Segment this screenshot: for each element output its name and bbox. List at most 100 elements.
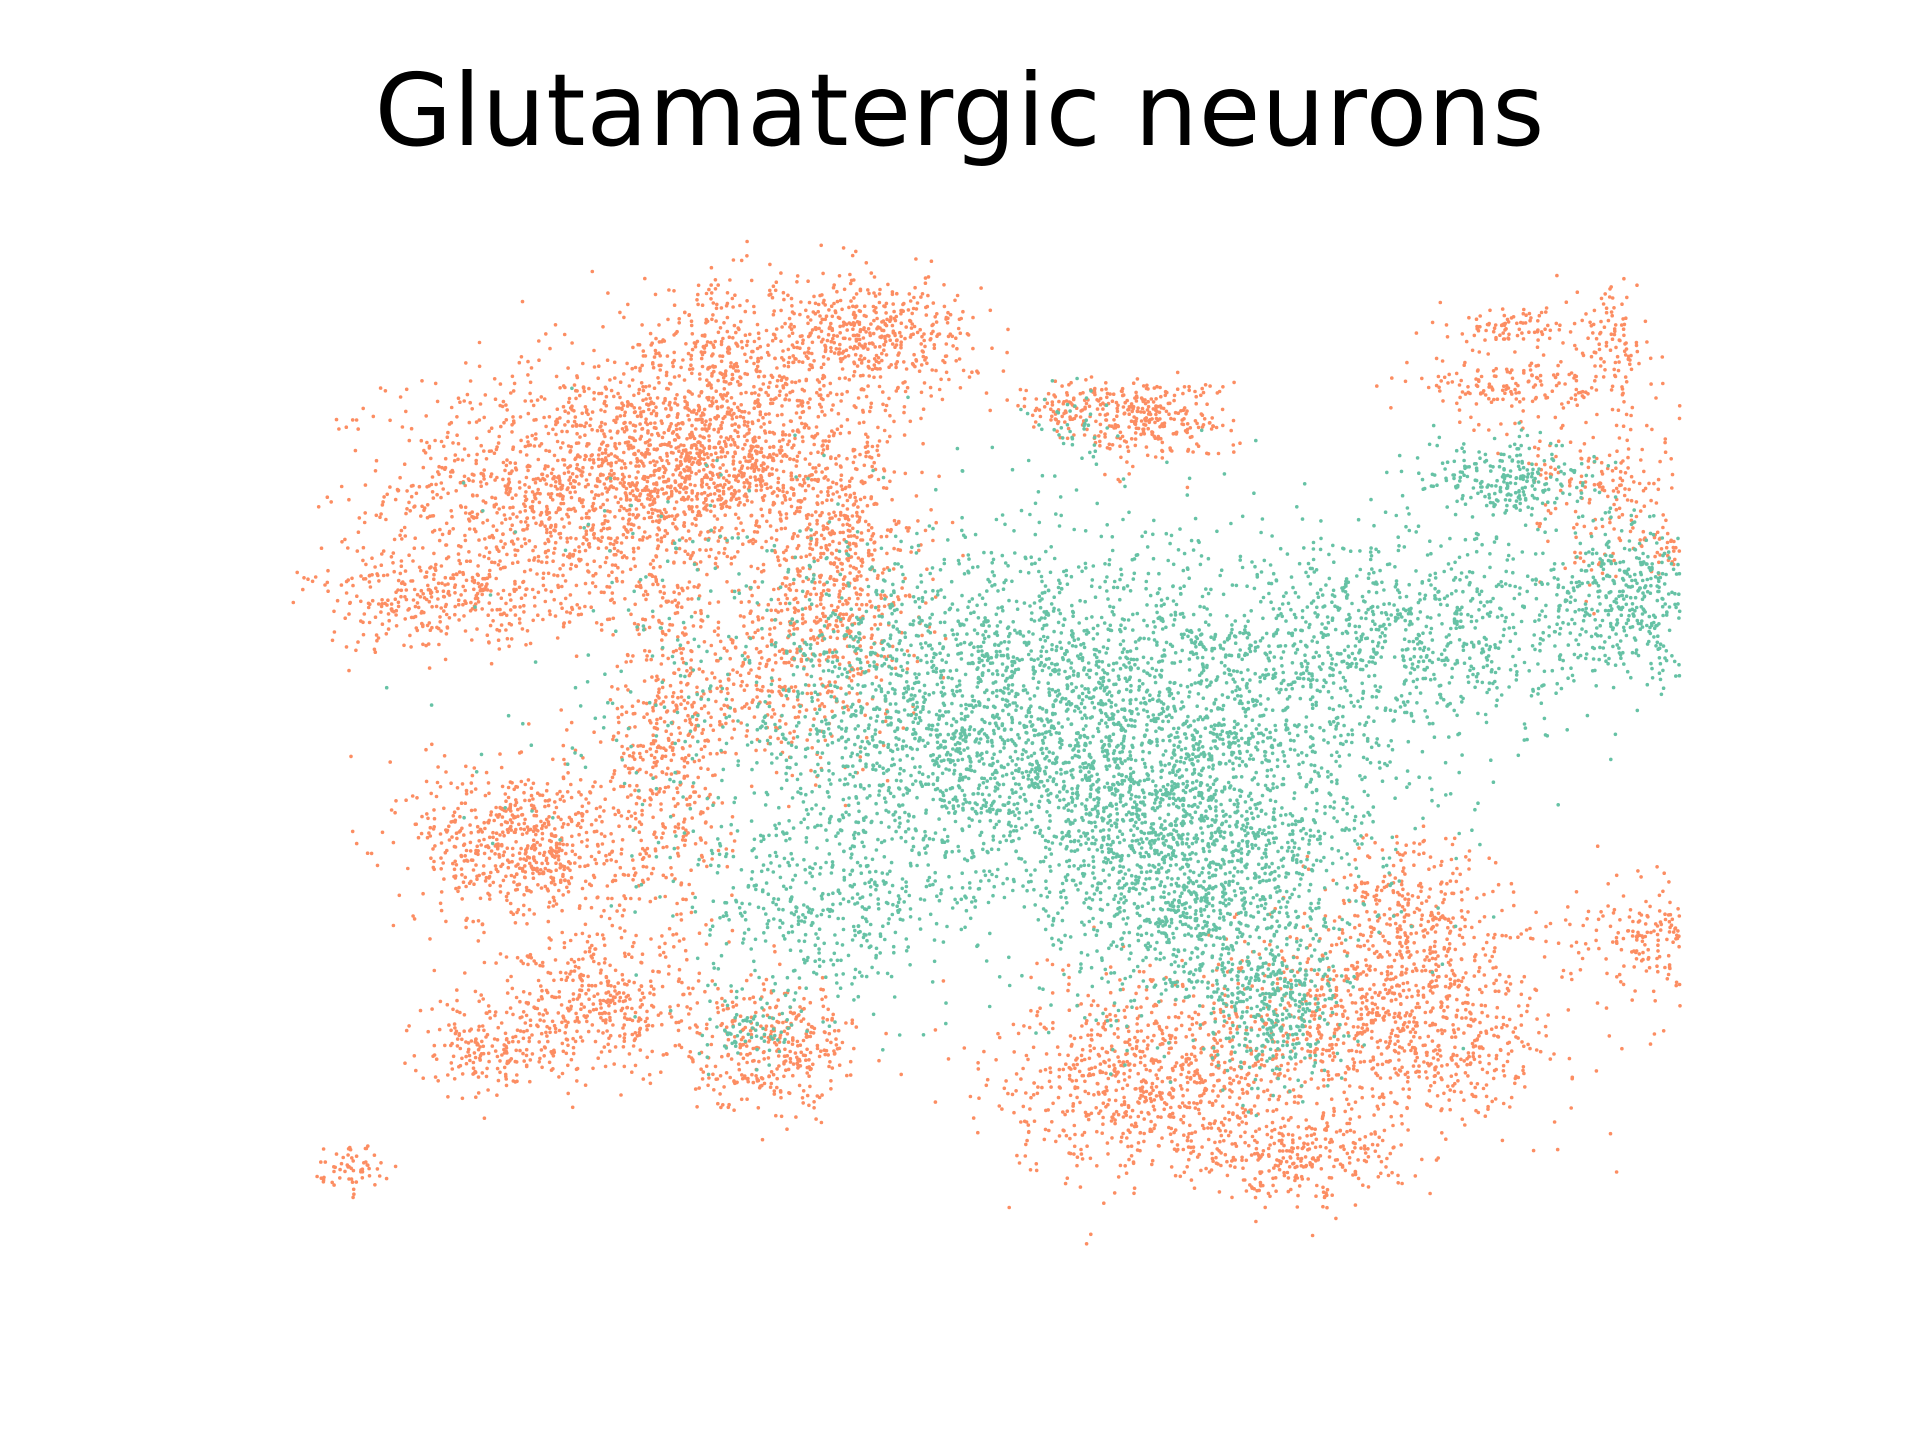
scatter-point — [672, 506, 677, 511]
scatter-point — [343, 537, 347, 542]
scatter-point — [508, 527, 513, 532]
scatter-point — [619, 541, 624, 545]
scatter-point — [796, 404, 800, 408]
scatter-point — [512, 589, 517, 593]
scatter-point — [662, 431, 666, 435]
scatter-point — [569, 495, 574, 500]
scatter-point — [495, 475, 499, 480]
scatter-point — [893, 345, 897, 350]
scatter-point — [835, 490, 839, 494]
scatter-point — [498, 884, 503, 888]
scatter-point — [535, 840, 539, 845]
scatter-point — [676, 826, 681, 830]
scatter-point — [792, 324, 796, 329]
scatter-point — [837, 347, 842, 351]
scatter-point — [883, 339, 888, 344]
scatter-point — [727, 486, 731, 491]
scatter-point — [820, 444, 824, 448]
scatter-point — [601, 502, 605, 507]
scatter-point — [851, 374, 856, 378]
scatter-point — [558, 478, 562, 483]
scatter-point — [731, 305, 735, 309]
scatter-point — [868, 455, 872, 459]
scatter-point — [812, 359, 816, 363]
scatter-point — [301, 587, 305, 592]
scatter-point — [561, 563, 565, 567]
scatter-point — [409, 645, 413, 649]
scatter-point — [830, 326, 834, 331]
scatter-point — [863, 445, 868, 450]
scatter-point — [721, 463, 725, 467]
scatter-point — [713, 773, 717, 777]
scatter-point — [735, 364, 740, 369]
scatter-point — [819, 490, 823, 494]
scatter-point — [779, 271, 783, 275]
scatter-point — [602, 908, 606, 913]
scatter-point — [613, 441, 617, 446]
scatter-point — [615, 540, 619, 545]
scatter-point — [516, 537, 520, 541]
scatter-point — [487, 550, 492, 555]
scatter-point — [946, 310, 950, 315]
scatter-point — [603, 797, 607, 801]
scatter-point — [534, 832, 538, 837]
scatter-point — [561, 842, 565, 847]
scatter-point — [682, 395, 687, 400]
scatter-point — [659, 363, 663, 368]
scatter-point — [797, 509, 802, 514]
scatter-point — [689, 910, 694, 915]
scatter-point — [565, 728, 569, 732]
scatter-point — [758, 478, 762, 482]
scatter-point — [810, 340, 815, 345]
scatter-point — [434, 604, 439, 609]
scatter-point — [817, 393, 821, 398]
scatter-point — [587, 386, 591, 391]
scatter-point — [717, 551, 721, 555]
scatter-point — [874, 675, 879, 679]
scatter-point — [759, 446, 764, 451]
scatter-point — [832, 301, 836, 306]
scatter-point — [810, 513, 814, 518]
scatter-point — [636, 513, 641, 517]
scatter-point — [620, 555, 625, 560]
scatter-point — [599, 428, 604, 433]
scatter-point — [821, 614, 826, 619]
scatter-point — [456, 598, 461, 602]
scatter-point — [482, 820, 487, 825]
scatter-point — [590, 490, 594, 494]
scatter-point — [556, 854, 561, 858]
scatter-point — [366, 605, 371, 610]
scatter-point — [947, 377, 951, 382]
scatter-point — [713, 526, 717, 530]
scatter-point — [611, 542, 616, 547]
scatter-point — [581, 361, 585, 366]
scatter-point — [536, 487, 540, 492]
scatter-point — [757, 393, 761, 397]
scatter-point — [770, 472, 774, 477]
scatter-point — [619, 814, 624, 818]
scatter-point — [711, 458, 715, 463]
scatter-point — [573, 490, 577, 494]
scatter-point — [873, 501, 878, 506]
scatter-point — [825, 338, 830, 343]
scatter-point — [894, 522, 898, 526]
scatter-point — [477, 553, 482, 557]
scatter-point — [742, 423, 747, 427]
scatter-point — [702, 501, 706, 505]
scatter-point — [577, 606, 582, 610]
scatter-point — [386, 598, 390, 602]
scatter-point — [639, 451, 644, 456]
scatter-point — [568, 553, 572, 558]
scatter-point — [344, 591, 349, 595]
scatter-point — [869, 322, 873, 326]
scatter-point — [610, 563, 615, 567]
scatter-point — [684, 797, 689, 801]
scatter-point — [690, 597, 694, 601]
scatter-point — [531, 781, 536, 786]
scatter-point — [756, 374, 761, 379]
scatter-point — [932, 630, 937, 634]
scatter-point — [648, 803, 652, 807]
scatter-point — [630, 704, 635, 708]
scatter-point — [671, 521, 675, 526]
scatter-point — [689, 649, 693, 653]
